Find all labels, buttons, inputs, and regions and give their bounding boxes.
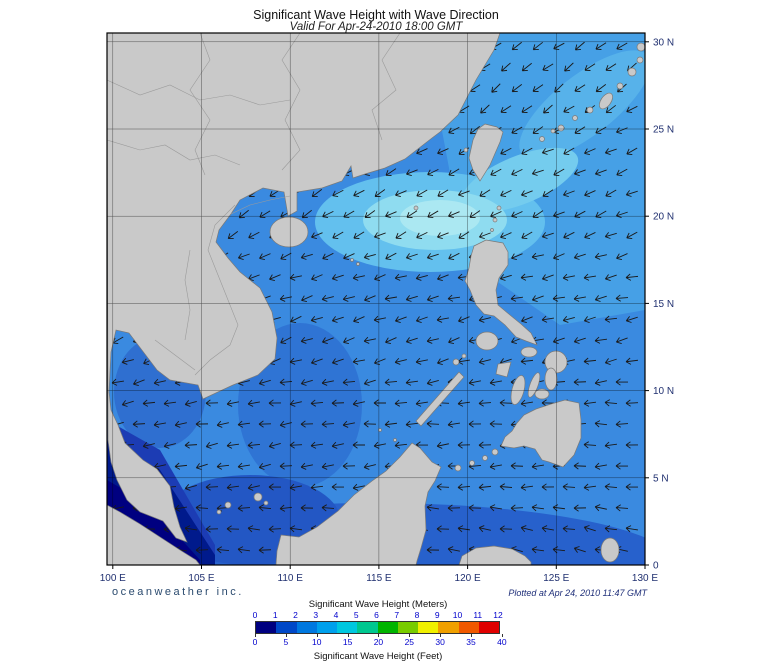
meters-tick-label: 1	[272, 610, 278, 620]
lat-label: 30 N	[653, 37, 674, 48]
colorbar-segment	[337, 622, 358, 633]
feet-tick-label: 30	[435, 637, 445, 647]
colorbar-segment	[377, 622, 398, 633]
leyte-island	[544, 367, 558, 391]
meters-tick-label: 3	[313, 610, 319, 620]
meters-tick-label: 6	[374, 610, 379, 620]
feet-tick-label: 15	[342, 637, 353, 647]
colorbar-segment	[458, 622, 479, 633]
masbate-island	[520, 346, 538, 358]
feet-tick-label: 0	[252, 637, 258, 647]
lat-label: 5 N	[653, 473, 669, 484]
feet-tick-label: 35	[466, 637, 476, 647]
meters-tick-label: 4	[333, 610, 339, 620]
hainan-island	[269, 216, 309, 248]
map-frame	[106, 32, 646, 566]
colorbar-segment	[316, 622, 337, 633]
page-title: Significant Wave Height with Wave Direct…	[253, 8, 499, 22]
colorbar-feet-title: Significant Wave Height (Feet)	[313, 651, 443, 662]
oceanweather-logo-text: oceanweather inc.	[112, 586, 244, 598]
lon-label: 100 E	[100, 573, 126, 584]
colorbar-segment	[438, 622, 459, 633]
meters-tick-label: 12	[493, 610, 503, 620]
taiwan-island	[468, 123, 504, 182]
colorbar-segment	[276, 622, 297, 633]
sumatra-island	[107, 504, 201, 565]
graticule	[107, 33, 645, 565]
lat-label: 0	[653, 561, 659, 572]
meters-tick-label: 10	[452, 610, 463, 620]
negros-island	[510, 375, 526, 405]
mainland-asia	[107, 33, 501, 543]
okinawa-island	[599, 92, 613, 110]
lat-label: 20 N	[653, 212, 674, 223]
meters-tick-label: 8	[414, 610, 420, 620]
colorbar-meters-title: Significant Wave Height (Meters)	[308, 599, 448, 610]
lon-label: 115 E	[366, 573, 392, 584]
lon-label: 125 E	[543, 573, 569, 584]
lon-label: 105 E	[188, 573, 214, 584]
lat-label: 10 N	[653, 386, 674, 397]
axis-labels: 100 E 105 E 110 E 115 E 120 E 125 E 130 E 30 N 2…	[100, 37, 674, 584]
colorbar-segment	[397, 622, 418, 633]
plotted-timestamp: Plotted at Apr 24, 2010 11:47 GMT	[508, 588, 647, 598]
valid-time-subtitle: Valid For Apr-24-2010 18:00 GMT	[289, 21, 463, 33]
meters-tick-label: 7	[394, 610, 400, 620]
lon-label: 120 E	[455, 573, 481, 584]
cebu-island	[527, 372, 541, 398]
feet-tick-label: 25	[404, 637, 415, 647]
mindoro-island	[475, 331, 499, 351]
borneo-island	[275, 442, 442, 565]
meters-tick-label: 2	[293, 610, 298, 620]
feet-tick-label: 10	[311, 637, 322, 647]
halmahera-island	[600, 537, 620, 563]
lat-label: 25 N	[653, 125, 674, 136]
lon-label: 110 E	[278, 573, 304, 584]
colorbar-segment	[296, 622, 317, 633]
lat-label: 15 N	[653, 299, 674, 310]
meters-tick-label: 11	[473, 610, 483, 620]
meters-tick-label: 5	[353, 610, 359, 620]
colorbar-segment	[256, 622, 277, 633]
colorbar-segment	[357, 622, 378, 633]
mindanao-island	[500, 399, 582, 468]
lon-label: 130 E	[632, 573, 658, 584]
luzon-island	[464, 239, 538, 346]
colorbar-segment	[478, 622, 499, 633]
feet-tick-label: 40	[497, 637, 507, 647]
feet-tick-label: 20	[373, 637, 384, 647]
palawan-island	[415, 371, 465, 427]
political-borders	[107, 33, 401, 376]
meters-tick-label: 9	[434, 610, 440, 620]
sulawesi-island	[458, 545, 532, 565]
land-layer	[107, 33, 645, 565]
panay-island	[495, 361, 512, 378]
feet-tick-label: 5	[283, 637, 289, 647]
meters-tick-label: 0	[252, 610, 258, 620]
colorbar-gradient	[255, 621, 500, 634]
bohol-island	[534, 388, 550, 400]
colorbar-segment	[418, 622, 439, 633]
